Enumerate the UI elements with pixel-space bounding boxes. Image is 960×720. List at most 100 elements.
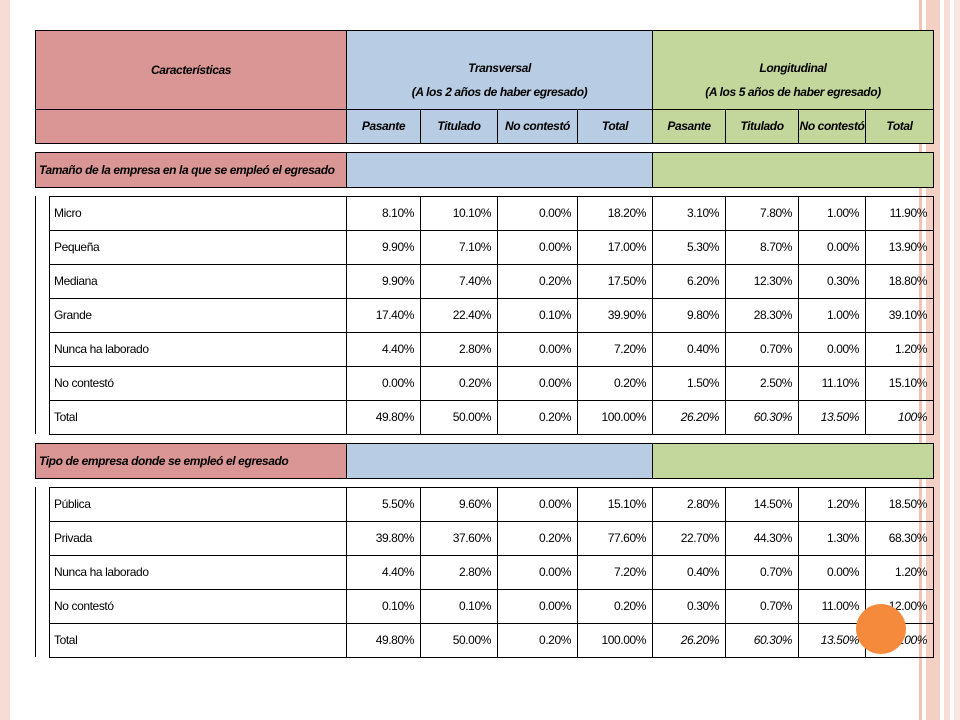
value-cell: 10.10% [420, 195, 498, 231]
value-cell: 17.40% [346, 297, 421, 333]
section-title: Tamaño de la empresa en la que se empleó… [35, 151, 347, 188]
section2-header: Tipo de empresa donde se empleó el egres… [35, 434, 935, 487]
value-cell: 8.10% [346, 195, 421, 231]
value-cell: 0.10% [497, 297, 578, 333]
value-cell: 14.50% [725, 486, 800, 522]
table-row: Mediana 9.90% 7.40% 0.20% 17.50% 6.20% 12.30% 0… [35, 263, 935, 299]
value-cell: 17.00% [576, 229, 654, 265]
row-label: Nunca ha laborado [49, 554, 347, 590]
row-label: Pública [49, 486, 347, 522]
left-decorative-band [0, 0, 10, 720]
value-cell: 13.50% [798, 622, 867, 658]
value-cell: 2.50% [725, 365, 800, 401]
value-cell: 50.00% [420, 622, 498, 658]
table-row: No contestó 0.10% 0.10% 0.00% 0.20% 0.30% 0.70… [35, 588, 935, 624]
col-header: Pasante [346, 108, 421, 144]
value-cell: 11.90% [865, 195, 935, 231]
value-cell: 100.00% [576, 622, 654, 658]
col-header: No contestó [497, 108, 578, 144]
row-label: Mediana [49, 263, 347, 299]
table-row: Total 49.80% 50.00% 0.20% 100.00% 26.20% 60.30… [35, 399, 935, 435]
value-cell: 4.40% [346, 554, 421, 590]
row-label: No contestó [49, 365, 347, 401]
row-indent [35, 366, 50, 400]
caracteristicas-header-cell [35, 108, 347, 144]
row-label: No contestó [49, 588, 347, 624]
value-cell: 44.30% [725, 520, 800, 556]
row-indent [35, 230, 50, 264]
value-cell: 13.50% [798, 399, 867, 435]
value-cell: 7.10% [420, 229, 498, 265]
value-cell: 2.80% [420, 554, 498, 590]
row-indent [35, 400, 50, 434]
value-cell: 22.70% [652, 520, 727, 556]
caracteristicas-header: Características [35, 30, 347, 110]
table-row: Micro 8.10% 10.10% 0.00% 18.20% 3.10% 7.80% 1.0… [35, 195, 935, 231]
value-cell: 7.80% [725, 195, 800, 231]
value-cell: 39.10% [865, 297, 935, 333]
table-row: No contestó 0.00% 0.20% 0.00% 0.20% 1.50% 2.50… [35, 365, 935, 401]
section2-rows: Pública 5.50% 9.60% 0.00% 15.10% 2.80% 14.50% 1… [35, 486, 935, 658]
value-cell: 100% [865, 399, 935, 435]
value-cell: 17.50% [576, 263, 654, 299]
right-decorative-stripe [954, 0, 960, 720]
value-cell: 0.00% [497, 229, 578, 265]
value-cell: 2.80% [652, 486, 727, 522]
value-cell: 26.20% [652, 622, 727, 658]
row-indent [35, 332, 50, 366]
value-cell: 3.10% [652, 195, 727, 231]
value-cell: 77.60% [576, 520, 654, 556]
row-label: Pequeña [49, 229, 347, 265]
section-band-transversal [345, 442, 654, 479]
value-cell: 15.10% [576, 486, 654, 522]
row-indent [35, 487, 50, 521]
value-cell: 11.10% [798, 365, 867, 401]
longitudinal-title: Longitudinal [652, 30, 935, 75]
value-cell: 0.40% [652, 331, 727, 367]
value-cell: 37.60% [420, 520, 498, 556]
row-indent [35, 298, 50, 332]
section-band-longitudinal [652, 442, 935, 479]
table-row: Pequeña 9.90% 7.10% 0.00% 17.00% 5.30% 8.70% 0.… [35, 229, 935, 265]
value-cell: 68.30% [865, 520, 935, 556]
value-cell: 4.40% [346, 331, 421, 367]
transversal-title: Transversal [345, 30, 654, 75]
value-cell: 100.00% [576, 399, 654, 435]
row-label: Nunca ha laborado [49, 331, 347, 367]
row-label: Micro [49, 195, 347, 231]
row-indent [35, 623, 50, 657]
col-header: Total [865, 108, 935, 144]
value-cell: 18.50% [865, 486, 935, 522]
value-cell: 9.90% [346, 263, 421, 299]
value-cell: 39.90% [576, 297, 654, 333]
value-cell: 1.20% [865, 331, 935, 367]
transversal-subtitle: (A los 2 años de haber egresado) [345, 74, 654, 110]
data-table: Características Transversal Longitudinal… [35, 30, 935, 658]
col-header: Titulado [725, 108, 800, 144]
value-cell: 13.90% [865, 229, 935, 265]
value-cell: 0.20% [576, 365, 654, 401]
value-cell: 1.20% [865, 554, 935, 590]
value-cell: 0.10% [346, 588, 421, 624]
value-cell: 7.20% [576, 554, 654, 590]
value-cell: 39.80% [346, 520, 421, 556]
table-row: Grande 17.40% 22.40% 0.10% 39.90% 9.80% 28.30%… [35, 297, 935, 333]
table-row: Pública 5.50% 9.60% 0.00% 15.10% 2.80% 14.50% 1… [35, 486, 935, 522]
value-cell: 7.40% [420, 263, 498, 299]
value-cell: 5.50% [346, 486, 421, 522]
value-cell: 6.20% [652, 263, 727, 299]
row-indent [35, 521, 50, 555]
row-indent [35, 196, 50, 230]
value-cell: 60.30% [725, 622, 800, 658]
value-cell: 0.00% [497, 588, 578, 624]
value-cell: 1.50% [652, 365, 727, 401]
table-row: Nunca ha laborado 4.40% 2.80% 0.00% 7.20% 0.4… [35, 554, 935, 590]
value-cell: 0.20% [497, 622, 578, 658]
right-decorative-stripe [944, 0, 950, 720]
value-cell: 9.60% [420, 486, 498, 522]
value-cell: 0.00% [497, 554, 578, 590]
value-cell: 0.20% [497, 399, 578, 435]
value-cell: 0.30% [798, 263, 867, 299]
value-cell: 0.00% [346, 365, 421, 401]
value-cell: 0.20% [497, 520, 578, 556]
